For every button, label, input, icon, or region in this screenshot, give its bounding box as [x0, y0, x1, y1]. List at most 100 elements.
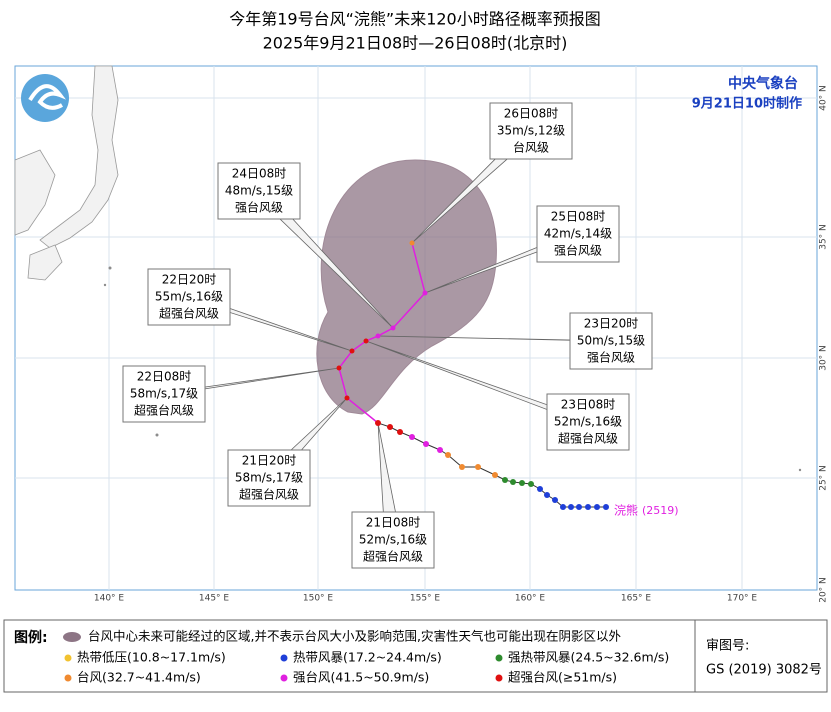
callout-grade: 强台风级 [587, 350, 635, 365]
typhoon-name: 浣熊 [614, 503, 638, 518]
callout-box [122, 365, 206, 423]
callout-grade: 超强台风级 [134, 403, 194, 418]
legend-label: 超强台风(≥51m/s) [508, 670, 617, 685]
track-point [423, 441, 429, 447]
track-point [387, 424, 393, 430]
track-point [459, 464, 465, 470]
forecast-point [349, 348, 355, 354]
leaders [155, 130, 620, 541]
track-point [528, 481, 534, 487]
callout-box [217, 162, 301, 220]
callout-grade: 强台风级 [235, 200, 283, 215]
callout-grade: 超强台风级 [558, 431, 618, 446]
cone-note: 台风中心未来可能经过的区域,并不表示台风大小及影响范围,灾害性天气也可能出现在阴… [88, 629, 621, 644]
track-point [544, 492, 550, 498]
subtitle: 2025年9月21日08时—26日08时(北京时) [263, 34, 568, 53]
callout-box [351, 511, 435, 569]
callout-grade: 超强台风级 [159, 306, 219, 321]
track-point [375, 420, 381, 426]
agency: 中央气象台 [728, 75, 798, 92]
lat-label: 20° N [819, 577, 829, 603]
callout-time: 21日08时 [366, 516, 421, 530]
callout-box [536, 205, 620, 263]
lon-label: 145° E [199, 594, 230, 604]
forecast-point [422, 290, 428, 296]
callout-wind: 55m/s,16级 [155, 290, 223, 304]
track-point [560, 504, 566, 510]
cone-swatch [63, 632, 81, 642]
track-points [336, 240, 609, 510]
legend-dot [280, 654, 288, 662]
callout-box [546, 393, 630, 451]
track-point [519, 480, 525, 486]
legend-dot [64, 654, 72, 662]
legend-box [3, 619, 828, 693]
callout-wind: 48m/s,15级 [225, 184, 293, 198]
legend-dot [64, 674, 72, 682]
callout-box [489, 102, 573, 160]
callout-grade: 强台风级 [554, 243, 602, 258]
legend-label: 热带风暴(17.2~24.4m/s) [293, 650, 442, 665]
callout-wind: 50m/s,15级 [577, 334, 645, 348]
lon-label: 150° E [303, 594, 334, 604]
legend-dot [495, 674, 503, 682]
legend-title: 图例: [14, 629, 48, 646]
lon-label: 155° E [410, 594, 441, 604]
track-point [502, 477, 508, 483]
probability-cone [316, 159, 497, 415]
forecast-point [344, 395, 350, 401]
legend-dot [495, 654, 503, 662]
callout-wind: 58m/s,17级 [130, 387, 198, 401]
approval-number: GS (2019) 3082号 [706, 663, 822, 678]
lat-label: 30° N [819, 345, 829, 371]
legend-dot [280, 674, 288, 682]
callout-grade: 台风级 [513, 140, 549, 155]
legend-label: 强热带风暴(24.5~32.6m/s) [508, 650, 669, 665]
legend-items: 热带低压(10.8~17.1m/s) 热带风暴(17.2~24.4m/s) 强热带风… [64, 650, 669, 685]
track-point [510, 479, 516, 485]
track-point [552, 497, 558, 503]
title: 今年第19号台风“浣熊”未来120小时路径概率预报图 [229, 10, 600, 29]
callout-time: 26日08时 [504, 107, 559, 121]
axes: 140° E 145° E 150° E 155° E 160° E 165° E 170°… [94, 85, 829, 603]
forecast-point [375, 333, 381, 339]
callout-box [569, 312, 653, 370]
track-point [537, 486, 543, 492]
lon-label: 160° E [515, 594, 546, 604]
callout-wind: 52m/s,16级 [554, 415, 622, 429]
track-point [475, 464, 481, 470]
lon-label: 170° E [727, 594, 758, 604]
callout-time: 22日08时 [137, 370, 192, 384]
forecast-point [390, 325, 396, 331]
lat-label: 40° N [819, 85, 829, 111]
callout-time: 21日20时 [242, 454, 297, 468]
track-point [397, 429, 403, 435]
issued: 9月21日10时制作 [692, 96, 802, 112]
callout-grade: 超强台风级 [363, 549, 423, 564]
callout-wind: 42m/s,14级 [544, 227, 612, 241]
logo-mark [28, 84, 67, 110]
typhoon-code: (2519) [642, 504, 679, 517]
callout-grade: 超强台风级 [239, 487, 299, 502]
forecast-point [363, 338, 369, 344]
track-point [568, 504, 574, 510]
lat-label: 35° N [819, 224, 829, 250]
lon-label: 140° E [94, 594, 125, 604]
callout-wind: 52m/s,16级 [359, 533, 427, 547]
callout-time: 23日08时 [561, 398, 616, 412]
track-point [409, 434, 415, 440]
legend-label: 强台风(41.5~50.9m/s) [293, 670, 429, 685]
callout-time: 23日20时 [584, 317, 639, 331]
legend-label: 热带低压(10.8~17.1m/s) [77, 650, 226, 665]
legend-label: 台风(32.7~41.4m/s) [77, 670, 201, 685]
callout-time: 25日08时 [551, 210, 606, 224]
track-point [492, 472, 498, 478]
track-point [594, 504, 600, 510]
lat-label: 25° N [819, 465, 829, 491]
callout-box [147, 268, 231, 326]
callout-wind: 35m/s,12级 [497, 124, 565, 138]
approval-label: 审图号: [706, 639, 749, 654]
lon-label: 165° E [621, 594, 652, 604]
